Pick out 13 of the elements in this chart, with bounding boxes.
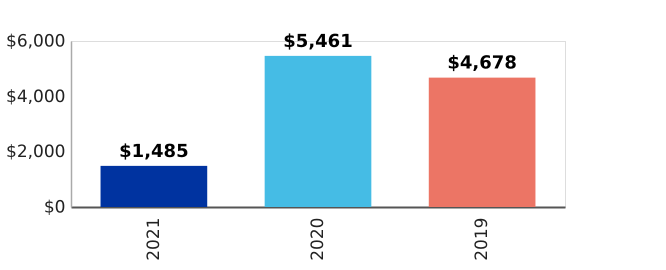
- bar: [428, 78, 536, 207]
- x-tick-label: 2021: [144, 218, 164, 261]
- y-tick-label: $0: [44, 198, 66, 218]
- data-label: $4,678: [447, 52, 517, 74]
- x-tick-label: 2019: [472, 218, 492, 261]
- data-label: $5,461: [283, 30, 353, 52]
- data-label: $1,485: [119, 140, 189, 162]
- y-tick-label: $6,000: [6, 32, 66, 52]
- bar: [264, 56, 372, 207]
- x-tick-label: 2020: [308, 218, 328, 261]
- y-tick-label: $4,000: [6, 86, 66, 107]
- y-tick-label: $2,000: [6, 142, 66, 162]
- bar: [100, 166, 208, 207]
